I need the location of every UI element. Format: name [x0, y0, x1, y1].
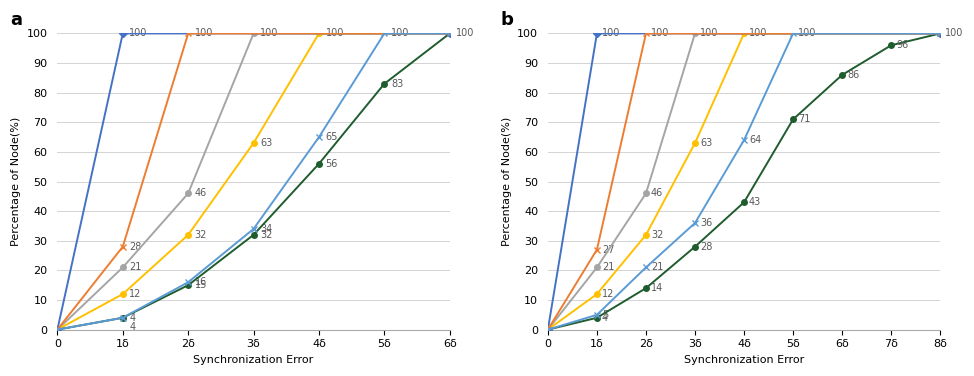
Text: 100: 100	[602, 29, 620, 38]
Text: 86: 86	[847, 70, 859, 80]
Text: 100: 100	[798, 29, 816, 38]
Text: 63: 63	[260, 138, 273, 148]
Text: 96: 96	[896, 40, 909, 50]
Text: 100: 100	[456, 29, 474, 38]
Text: 43: 43	[749, 197, 762, 207]
Text: 32: 32	[195, 230, 207, 240]
Text: 32: 32	[651, 230, 663, 240]
Text: 71: 71	[798, 114, 810, 124]
Text: 4: 4	[130, 321, 135, 332]
Y-axis label: Percentage of Node(%): Percentage of Node(%)	[502, 117, 511, 246]
Text: 63: 63	[700, 138, 712, 148]
X-axis label: Synchronization Error: Synchronization Error	[194, 355, 314, 365]
Text: 65: 65	[325, 132, 338, 142]
Text: 100: 100	[130, 29, 148, 38]
Text: 4: 4	[602, 313, 608, 323]
X-axis label: Synchronization Error: Synchronization Error	[684, 355, 805, 365]
Text: 100: 100	[391, 29, 409, 38]
Text: 21: 21	[602, 262, 615, 273]
Text: 56: 56	[325, 159, 338, 169]
Text: 12: 12	[602, 289, 615, 299]
Y-axis label: Percentage of Node(%): Percentage of Node(%)	[11, 117, 21, 246]
Text: 100: 100	[700, 29, 718, 38]
Text: 28: 28	[700, 242, 712, 252]
Text: 64: 64	[749, 135, 762, 145]
Text: 12: 12	[130, 289, 141, 299]
Text: b: b	[501, 11, 513, 29]
Text: 100: 100	[260, 29, 279, 38]
Text: 16: 16	[195, 277, 206, 287]
Text: 27: 27	[602, 245, 615, 255]
Text: 21: 21	[651, 262, 663, 273]
Text: 100: 100	[195, 29, 213, 38]
Text: 100: 100	[325, 29, 344, 38]
Text: 14: 14	[651, 283, 663, 293]
Text: 46: 46	[195, 188, 206, 199]
Text: 100: 100	[749, 29, 768, 38]
Text: 15: 15	[195, 280, 207, 290]
Text: 100: 100	[651, 29, 669, 38]
Text: 34: 34	[260, 224, 273, 234]
Text: 32: 32	[260, 230, 273, 240]
Text: 46: 46	[651, 188, 663, 199]
Text: 36: 36	[700, 218, 712, 228]
Text: 5: 5	[602, 310, 608, 320]
Text: 21: 21	[130, 262, 141, 273]
Text: 83: 83	[391, 79, 403, 89]
Text: 100: 100	[945, 29, 963, 38]
Text: 4: 4	[130, 313, 135, 323]
Text: 28: 28	[130, 242, 141, 252]
Text: a: a	[11, 11, 22, 29]
